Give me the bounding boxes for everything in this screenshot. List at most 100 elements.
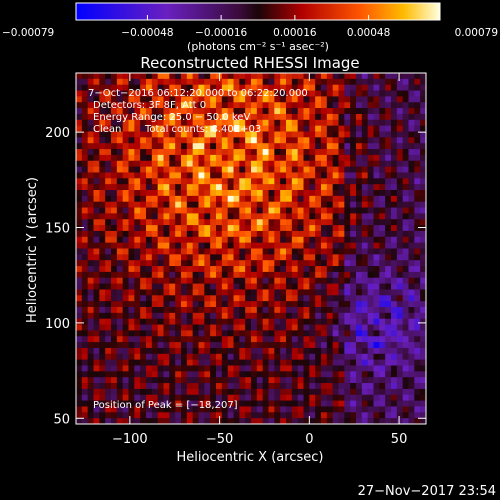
heatmap-cell — [221, 342, 228, 349]
heatmap-cell — [262, 365, 269, 372]
heatmap-cell — [356, 125, 363, 132]
heatmap-cell — [140, 388, 147, 396]
heatmap-cell — [291, 143, 298, 150]
heatmap-cell — [181, 195, 188, 202]
heatmap-cell — [239, 418, 246, 425]
heatmap-cell — [414, 90, 421, 97]
heatmap-cell — [233, 96, 240, 103]
heatmap-cell — [391, 330, 398, 337]
heatmap-cell — [280, 190, 287, 197]
heatmap-cell — [414, 277, 421, 284]
heatmap-cell — [321, 225, 328, 232]
heatmap-cell — [379, 295, 386, 302]
heatmap-cell — [233, 347, 240, 355]
heatmap-cell — [297, 330, 304, 337]
heatmap-cell — [338, 318, 345, 325]
heatmap-cell — [420, 190, 427, 197]
heatmap-cell — [151, 73, 158, 80]
heatmap-cell — [169, 190, 176, 197]
heatmap-cell — [391, 383, 398, 390]
heatmap-cell — [303, 336, 310, 343]
heatmap-cell — [297, 213, 304, 220]
heatmap-cell — [122, 248, 129, 255]
heatmap-cell — [291, 301, 298, 308]
heatmap-cell — [332, 307, 339, 314]
heatmap-cell — [280, 324, 287, 331]
heatmap-cell — [128, 73, 135, 80]
heatmap-cell — [128, 149, 135, 156]
heatmap-cell — [303, 289, 310, 296]
heatmap-cell — [303, 388, 310, 396]
heatmap-cell — [239, 365, 246, 372]
heatmap-cell — [157, 201, 164, 208]
heatmap-cell — [391, 318, 398, 325]
heatmap-cell — [326, 406, 333, 413]
heatmap-cell — [146, 207, 153, 214]
heatmap-cell — [111, 230, 118, 238]
heatmap-cell — [128, 248, 135, 255]
heatmap-cell — [111, 394, 118, 401]
heatmap-cell — [175, 178, 182, 185]
heatmap-cell — [111, 137, 118, 144]
heatmap-cell — [256, 266, 263, 273]
heatmap-cell — [76, 330, 83, 337]
heatmap-cell — [326, 260, 333, 267]
heatmap-cell — [361, 353, 368, 360]
heatmap-cell — [76, 277, 83, 284]
heatmap-cell — [81, 143, 88, 150]
heatmap-cell — [204, 78, 211, 85]
heatmap-cell — [151, 113, 158, 121]
heatmap-cell — [140, 277, 147, 284]
heatmap-cell — [309, 307, 316, 314]
heatmap-cell — [186, 160, 193, 167]
heatmap-cell — [128, 277, 135, 284]
heatmap-cell — [151, 225, 158, 232]
heatmap-cell — [221, 207, 228, 214]
heatmap-cell — [315, 143, 322, 150]
heatmap-cell — [245, 195, 252, 202]
heatmap-cell — [332, 277, 339, 284]
heatmap-cell — [157, 318, 164, 325]
heatmap-cell — [251, 248, 258, 255]
heatmap-cell — [210, 301, 217, 308]
heatmap-cell — [291, 248, 298, 255]
heatmap-cell — [361, 312, 368, 319]
heatmap-cell — [87, 371, 94, 378]
heatmap-cell — [146, 125, 153, 132]
heatmap-cell — [221, 195, 228, 202]
heatmap-cell — [367, 260, 374, 267]
heatmap-cell — [81, 400, 88, 407]
heatmap-cell — [93, 330, 100, 337]
heatmap-cell — [268, 154, 275, 162]
heatmap-cell — [221, 242, 228, 249]
heatmap-cell — [373, 365, 380, 372]
heatmap-cell — [116, 149, 123, 156]
heatmap-cell — [286, 149, 293, 156]
heatmap-cell — [122, 90, 129, 97]
heatmap-cell — [81, 418, 88, 425]
colorbar: −0.00079 −0.00048 −0.00016 0.00016 0.00048 0.… — [2, 2, 498, 53]
heatmap-cell — [140, 394, 147, 401]
heatmap-cell — [373, 149, 380, 156]
heatmap-cell — [198, 254, 205, 261]
heatmap-cell — [169, 90, 176, 97]
heatmap-cell — [122, 400, 129, 407]
heatmap-cell — [128, 102, 135, 109]
heatmap-cell — [338, 184, 345, 191]
heatmap-cell — [420, 324, 427, 331]
heatmap-cell — [268, 271, 275, 279]
heatmap-cell — [251, 190, 258, 197]
heatmap-cell — [274, 195, 281, 202]
heatmap-cell — [239, 400, 246, 407]
heatmap-cell — [87, 113, 94, 121]
heatmap-cell — [105, 330, 112, 337]
heatmap-cell — [408, 266, 415, 273]
heatmap-cell — [321, 388, 328, 396]
heatmap-cell — [420, 154, 427, 162]
heatmap-cell — [297, 383, 304, 390]
heatmap-cell — [99, 418, 106, 425]
chart-title: Reconstructed RHESSI Image — [140, 54, 359, 72]
heatmap-cell — [373, 324, 380, 331]
heatmap-cell — [391, 143, 398, 150]
heatmap-cell — [239, 295, 246, 302]
